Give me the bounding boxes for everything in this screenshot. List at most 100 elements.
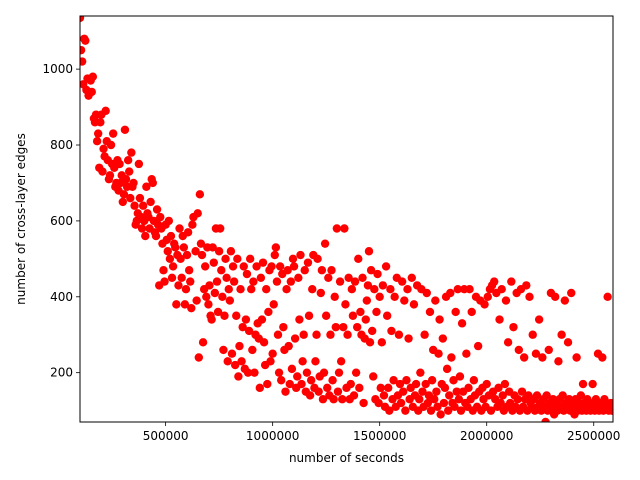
y-tick-label: 800 (50, 138, 73, 152)
data-point (356, 307, 365, 317)
data-point (490, 277, 499, 286)
data-point (191, 247, 200, 256)
data-point (381, 262, 391, 271)
data-point (453, 285, 463, 294)
data-point (135, 193, 145, 203)
data-point (283, 266, 292, 275)
data-point (374, 398, 383, 408)
data-point (361, 315, 370, 324)
data-point (528, 330, 537, 339)
data-point (402, 376, 411, 385)
data-point (235, 341, 244, 351)
data-point (348, 311, 358, 320)
data-point (404, 334, 413, 343)
data-point (115, 159, 124, 169)
data-point (349, 391, 359, 400)
data-point (397, 277, 407, 286)
data-point (517, 387, 527, 396)
data-point (542, 391, 551, 400)
data-point (327, 266, 336, 275)
data-point (300, 266, 309, 275)
data-point (216, 224, 225, 233)
data-point (297, 379, 306, 389)
x-tick-label: 1000000 (246, 429, 299, 443)
x-tick-label: 1500000 (353, 429, 406, 443)
data-point (551, 292, 560, 301)
data-point (482, 379, 491, 389)
data-point (541, 417, 550, 422)
data-point (256, 273, 266, 283)
data-point (188, 220, 197, 229)
data-point (164, 216, 174, 226)
data-point (197, 250, 207, 260)
data-point (378, 281, 388, 290)
data-point (578, 379, 588, 389)
data-point (344, 273, 353, 283)
data-point (130, 201, 139, 210)
data-point (126, 193, 135, 203)
data-point (273, 330, 283, 339)
data-point (108, 129, 118, 138)
data-point (146, 197, 155, 207)
data-point (606, 398, 613, 408)
data-point (363, 281, 373, 290)
data-point (422, 288, 431, 298)
data-point (101, 106, 110, 116)
data-point (311, 357, 320, 366)
data-point (141, 231, 150, 241)
data-point (223, 357, 232, 366)
data-point (409, 300, 419, 309)
data-point (290, 334, 300, 343)
data-point (312, 330, 321, 339)
data-point (244, 326, 254, 336)
data-point (287, 364, 297, 374)
data-point (247, 285, 256, 294)
data-point (288, 254, 298, 264)
data-point (320, 239, 330, 248)
data-point (329, 395, 338, 404)
data-point (359, 398, 368, 408)
data-point (234, 372, 243, 381)
data-point (192, 296, 201, 305)
data-point (168, 262, 178, 271)
data-point (229, 277, 239, 286)
data-point (222, 273, 231, 283)
data-point (151, 231, 161, 241)
data-point (389, 376, 398, 385)
data-point (171, 243, 180, 252)
data-point (407, 273, 416, 283)
data-point (473, 341, 483, 351)
data-point (340, 224, 349, 233)
data-point (396, 398, 406, 408)
data-point (401, 406, 410, 415)
data-point (411, 379, 421, 389)
data-point (557, 330, 566, 339)
data-point (496, 398, 505, 408)
data-point (262, 285, 271, 294)
data-point (443, 406, 453, 415)
data-point (272, 277, 282, 286)
data-point (289, 262, 299, 271)
data-point (497, 285, 506, 294)
data-point (279, 322, 288, 332)
data-point (534, 315, 544, 324)
data-point (250, 368, 259, 377)
y-tick-label: 400 (50, 290, 73, 304)
data-point (438, 334, 448, 343)
data-point (576, 391, 586, 400)
data-point (134, 159, 144, 169)
data-point (440, 383, 450, 393)
data-point (210, 288, 220, 298)
data-point (507, 277, 516, 286)
data-point (305, 391, 315, 400)
data-point (538, 353, 547, 362)
data-point (333, 387, 343, 396)
data-point (486, 406, 496, 415)
data-point (166, 231, 176, 241)
data-point (257, 315, 267, 324)
data-point (282, 285, 291, 294)
data-point (390, 292, 399, 301)
data-point (375, 292, 384, 301)
data-point (281, 387, 290, 396)
